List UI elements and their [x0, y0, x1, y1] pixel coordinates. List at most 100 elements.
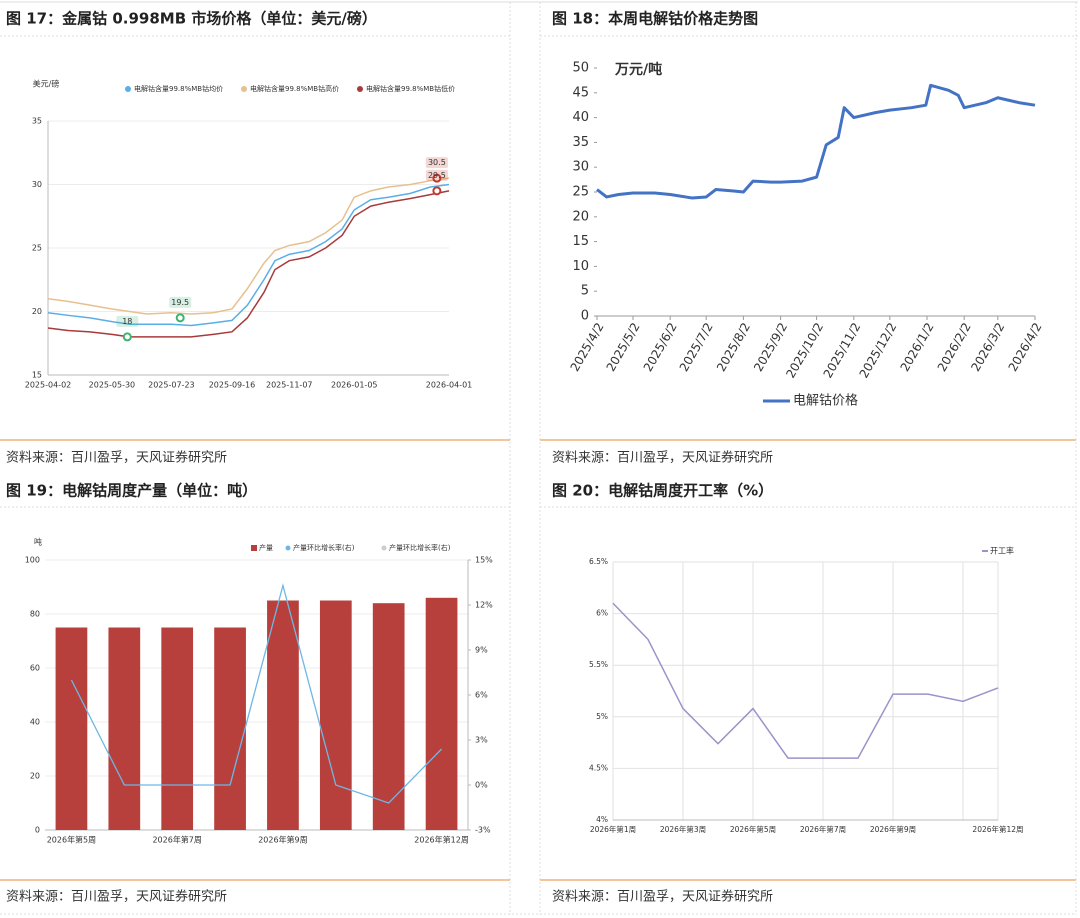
y-tick-label: 30: [32, 180, 42, 189]
legend-label: 开工率: [990, 546, 1014, 556]
legend-marker: [241, 86, 247, 92]
y-tick-label: 80: [30, 610, 40, 619]
legend-label: 电解钴含量99.8%MB钴低价: [366, 84, 455, 93]
y2-tick-label: 15%: [475, 556, 493, 565]
annotation-marker: [432, 173, 442, 183]
annotation-marker: [432, 186, 442, 196]
y-tick-label: 40: [572, 110, 589, 125]
y-tick-label: 50: [572, 61, 589, 76]
y-tick-label: 15: [572, 234, 589, 249]
y-tick-label: 6%: [596, 609, 608, 618]
legend-label: 产量: [259, 543, 273, 552]
legend-marker: [381, 545, 387, 551]
y-tick-label: 0: [35, 826, 40, 835]
y-tick-label: 4%: [596, 815, 608, 824]
x-tick-label: 2025-05-30: [89, 381, 136, 390]
legend-label: 产量环比增长率(右): [389, 543, 451, 552]
y-tick-label: 40: [30, 718, 40, 727]
legend-marker: [357, 86, 363, 92]
bar: [108, 627, 141, 830]
y-tick-label: 15: [32, 371, 42, 380]
legend-label: 电解钴价格: [793, 393, 858, 409]
bar: [425, 597, 458, 830]
annotation-box: [116, 315, 139, 327]
x-tick-label: 2025-04-02: [25, 381, 72, 390]
annotation-box: [169, 296, 192, 308]
annotation-label: 30.5: [428, 158, 446, 167]
source: 资料来源：百川盈孚，天风证券研究所: [552, 450, 773, 466]
series-line: [612, 602, 999, 759]
legend-label: 产量环比增长率(右): [293, 543, 355, 552]
figure-title: 图 17：金属钴 0.998MB 市场价格（单位：美元/磅）: [6, 10, 377, 28]
y-tick-label: 20: [572, 209, 589, 224]
y-tick-label: 6.5%: [589, 557, 608, 566]
y-tick-label: 20: [30, 772, 40, 781]
y-tick-label: 100: [25, 556, 40, 565]
source: 资料来源：百川盈孚，天风证券研究所: [552, 889, 773, 905]
y-tick-label: 25: [572, 185, 589, 200]
x-tick-label: 2026年第7周: [800, 824, 846, 834]
x-tick-label: 2026年第5周: [730, 824, 776, 834]
x-tick-label: 2026-04-01: [426, 381, 473, 390]
x-tick-label: 2025-07-23: [148, 381, 195, 390]
series-line: [47, 183, 450, 327]
legend-marker: [285, 545, 291, 551]
source: 资料来源：百川盈孚，天风证券研究所: [6, 450, 227, 466]
y-tick-label: 45: [572, 85, 589, 100]
x-tick-label: 2025-11-07: [266, 381, 313, 390]
y2-tick-label: 3%: [475, 736, 488, 745]
legend-marker: [125, 86, 131, 92]
annotation-box: [425, 157, 448, 169]
figure-title: 图 18：本周电解钴价格走势图: [552, 10, 758, 28]
series-line: [47, 177, 450, 315]
annotation-marker: [122, 332, 132, 342]
x-tick-label: 2026年第9周: [870, 824, 916, 834]
y-tick-label: 4.5%: [589, 763, 608, 772]
series-line: [596, 83, 1036, 200]
y2-tick-label: 12%: [475, 601, 493, 610]
y-tick-label: 10: [572, 259, 589, 274]
y2-tick-label: 9%: [475, 646, 488, 655]
annotation-box: [425, 169, 448, 181]
y-tick-label: 25: [32, 244, 42, 253]
x-tick-label: 2026-01-05: [331, 381, 378, 390]
series-line: [70, 582, 443, 804]
y-tick-label: 5: [581, 284, 589, 299]
annotation-label: 18: [122, 317, 132, 326]
y-tick-label: 5.5%: [589, 660, 608, 669]
legend-marker: [251, 545, 257, 551]
bar: [267, 600, 299, 830]
y-tick-label: 35: [572, 135, 589, 150]
bar: [55, 627, 88, 830]
y-label: 吨: [34, 537, 42, 547]
bar: [319, 600, 352, 830]
x-tick-label: 2026年第12周: [972, 824, 1023, 834]
y2-tick-label: -3%: [475, 826, 491, 835]
x-tick-label: 2025-09-16: [209, 381, 256, 390]
figure-title: 图 20：电解钴周度开工率（%）: [552, 482, 773, 500]
x-tick-label: 2026年第1周: [590, 824, 636, 834]
x-tick-label: 2026年第9周: [258, 835, 307, 845]
legend-label: 电解钴含量99.8%MB钴高价: [250, 84, 339, 93]
y2-tick-label: 0%: [475, 781, 488, 790]
figure-title: 图 19：电解钴周度产量（单位：吨）: [6, 482, 257, 500]
legend-label: 电解钴含量99.8%MB钴均价: [134, 84, 223, 93]
bar: [372, 603, 405, 830]
y-tick-label: 30: [572, 160, 589, 175]
source: 资料来源：百川盈孚，天风证券研究所: [6, 889, 227, 905]
y-tick-label: 20: [32, 307, 42, 316]
y-tick-label: 0: [581, 309, 589, 324]
annotation-label: 19.5: [171, 298, 189, 307]
y-tick-label: 60: [30, 664, 40, 673]
y-label: 美元/磅: [33, 79, 60, 89]
y2-tick-label: 6%: [475, 691, 488, 700]
x-tick-label: 2026年第5周: [47, 835, 96, 845]
x-tick-label: 2026年第12周: [414, 835, 469, 845]
x-tick-label: 2026年第7周: [152, 835, 201, 845]
y-tick-label: 5%: [596, 712, 608, 721]
y-label: 万元/吨: [614, 61, 662, 78]
annotation-label: 29.5: [428, 171, 446, 180]
y-tick-label: 35: [32, 117, 42, 126]
x-tick-label: 2026年第3周: [660, 824, 706, 834]
